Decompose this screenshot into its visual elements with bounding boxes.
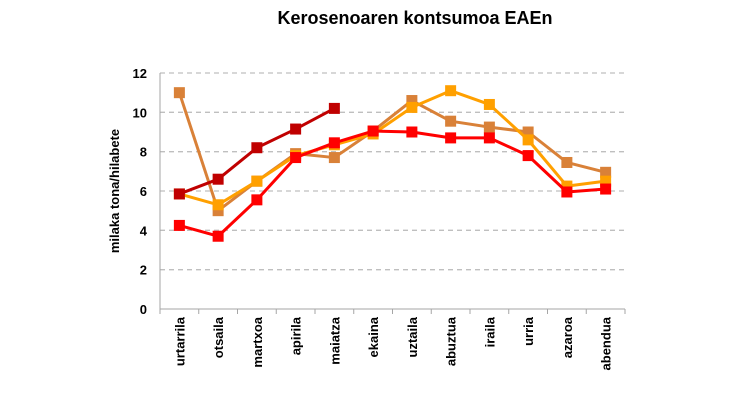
data-point [600, 175, 612, 187]
x-tick-label: ekaina [366, 316, 381, 357]
x-tick-label: apirila [289, 316, 304, 355]
data-point [445, 85, 457, 97]
series-line [178, 129, 606, 238]
data-point [483, 132, 495, 144]
x-tick-label: maiatza [327, 316, 342, 364]
gridlines [160, 72, 625, 271]
data-point [561, 180, 573, 192]
x-tick-label: martxoa [250, 316, 265, 367]
data-point [251, 142, 263, 154]
series-3 [173, 102, 340, 200]
data-point [328, 102, 340, 114]
y-tick-label: 0 [140, 302, 147, 317]
data-point [522, 150, 534, 162]
x-tick-label: otsaila [211, 316, 226, 358]
data-point [445, 115, 457, 127]
data-point [251, 175, 263, 187]
y-tick-label: 8 [140, 145, 147, 160]
y-tick-label: 4 [140, 223, 148, 238]
x-tick-label: urtarrila [172, 316, 187, 366]
series-group [173, 85, 612, 242]
data-point [406, 95, 418, 107]
data-point [328, 137, 340, 149]
y-tick-label: 12 [133, 66, 147, 81]
data-point [212, 205, 224, 217]
data-point [522, 134, 534, 146]
x-tick-label: abuztua [444, 316, 459, 366]
data-point [328, 152, 340, 164]
data-point [561, 156, 573, 168]
data-point [251, 194, 263, 206]
data-point [445, 132, 457, 144]
chart-title: Kerosenoaren kontsumoa EAEn [277, 8, 553, 28]
data-point [406, 126, 418, 138]
series-2 [173, 125, 612, 242]
x-tick-label: azaroa [560, 316, 575, 358]
data-point [367, 125, 379, 137]
x-tick-label: abendua [599, 316, 614, 370]
series-line [178, 89, 606, 207]
data-point [600, 183, 612, 195]
data-point [173, 188, 185, 200]
data-point [406, 101, 418, 113]
data-point [173, 87, 185, 99]
data-point [522, 126, 534, 138]
data-point [173, 219, 185, 231]
y-tick-label: 2 [140, 263, 147, 278]
axes: 0 2 4 6 8 10 12 urtarrila otsaila martxoa apirila m… [133, 66, 626, 370]
data-point [290, 152, 302, 164]
data-point [212, 173, 224, 185]
data-point [212, 199, 224, 211]
data-point [483, 121, 495, 133]
x-tick-label: urria [521, 316, 536, 346]
x-tick-label: iraila [482, 316, 497, 347]
data-point [483, 98, 495, 110]
series-1 [173, 85, 612, 211]
x-tick-label: uztaila [405, 316, 420, 357]
data-point [600, 166, 612, 178]
data-point [561, 186, 573, 198]
data-point [290, 123, 302, 135]
series-0 [173, 87, 612, 217]
data-point [212, 230, 224, 242]
y-axis-label: milaka tona/hilabete [107, 129, 122, 253]
y-tick-label: 6 [140, 184, 147, 199]
y-tick-label: 10 [133, 105, 147, 120]
